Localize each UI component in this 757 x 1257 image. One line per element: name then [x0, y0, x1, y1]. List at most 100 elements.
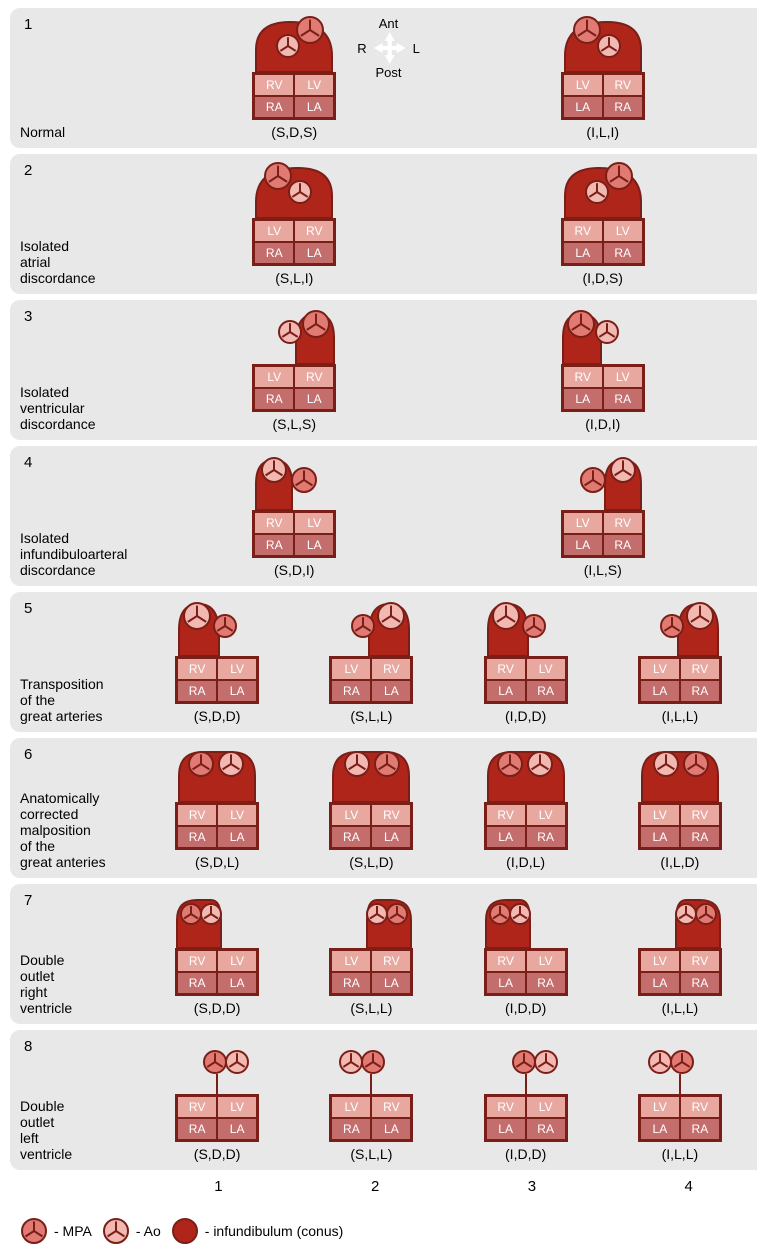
heart-config-cell: RV LV LA RA (I,D,I) [559, 308, 647, 432]
atrium-right-box: LA [371, 826, 411, 848]
segmental-notation: (I,D,S) [559, 270, 647, 286]
chambers: RV LV LA RA [561, 364, 645, 412]
arteries-diagram [250, 16, 338, 72]
ventricle-left-box: RV [486, 1096, 526, 1118]
row-number: 6 [24, 746, 32, 763]
heart-config-cell: RV LV RA LA (S,D,L) [173, 746, 261, 870]
row-title: Isolatedventriculardiscordance [20, 384, 140, 432]
atrium-left-box: LA [563, 242, 603, 264]
chambers: LV RV RA LA [329, 948, 413, 996]
ventricle-right-box: LV [294, 74, 334, 96]
ventricle-right-box: LV [217, 950, 257, 972]
atrium-right-box: LA [294, 96, 334, 118]
segmental-notation: (I,D,I) [559, 416, 647, 432]
atrium-left-box: LA [640, 1118, 680, 1140]
segmental-notation: (S,D,L) [173, 854, 261, 870]
ventricle-right-box: LV [603, 366, 643, 388]
chambers: LV RV RA LA [329, 802, 413, 850]
atrium-right-box: RA [526, 1118, 566, 1140]
arteries-diagram [482, 1038, 570, 1094]
row-title: Doubleoutletleftventricle [20, 1098, 140, 1162]
atrium-right-box: LA [371, 680, 411, 702]
atrium-left-box: RA [254, 242, 294, 264]
arteries-diagram [173, 1038, 261, 1094]
heart-config-cell: LV RV LA RA (I,L,S) [559, 454, 647, 578]
chambers: LV RV RA LA [329, 1094, 413, 1142]
chambers: RV LV RA LA [175, 948, 259, 996]
compass: Ant R L Post [357, 16, 420, 80]
config-row: 1 Ant R L Post Normal [10, 8, 757, 148]
ventricle-left-box: LV [563, 512, 603, 534]
atrium-right-box: RA [680, 680, 720, 702]
segmental-notation: (S,L,L) [327, 1146, 415, 1162]
atrium-left-box: LA [486, 680, 526, 702]
chambers: RV LV LA RA [484, 948, 568, 996]
arteries-diagram [636, 1038, 724, 1094]
chambers: LV RV LA RA [638, 656, 722, 704]
heart-config-cell: LV RV LA RA (I,L,L) [636, 1038, 724, 1162]
atrium-right-box: RA [526, 826, 566, 848]
config-row: 7 Doubleoutletrightventricle RV LV RA LA… [10, 884, 757, 1024]
legend-mpa: - MPA [20, 1217, 92, 1245]
row-number: 1 [24, 16, 32, 33]
config-row: 4 Isolatedinfundibuloarteraldiscordance … [10, 446, 757, 586]
ventricle-left-box: RV [177, 1096, 217, 1118]
ventricle-left-box: LV [331, 950, 371, 972]
ventricle-left-box: LV [254, 220, 294, 242]
legend-conus: - infundibulum (conus) [171, 1217, 344, 1245]
atrium-right-box: RA [603, 388, 643, 410]
compass-l: L [413, 41, 420, 56]
config-row: 3 Isolatedventriculardiscordance LV RV R… [10, 300, 757, 440]
column-number: 1 [214, 1178, 222, 1195]
atrium-left-box: LA [486, 1118, 526, 1140]
ventricle-left-box: RV [177, 950, 217, 972]
chambers: LV RV LA RA [638, 802, 722, 850]
atrium-left-box: RA [177, 680, 217, 702]
chambers: LV RV RA LA [252, 218, 336, 266]
chambers: RV LV RA LA [175, 1094, 259, 1142]
ventricle-right-box: LV [217, 1096, 257, 1118]
atrium-right-box: LA [371, 1118, 411, 1140]
config-row: 6 Anatomicallycorrectedmalpositionof the… [10, 738, 757, 878]
heart-config-cell: RV LV LA RA (I,D,D) [482, 1038, 570, 1162]
ventricle-left-box: LV [640, 950, 680, 972]
arteries-diagram [173, 892, 261, 948]
compass-ant: Ant [357, 16, 420, 31]
heart-config-cell: LV RV RA LA (S,L,L) [327, 1038, 415, 1162]
heart-config-cell: LV RV RA LA (S,L,L) [327, 892, 415, 1016]
atrium-right-box: LA [294, 242, 334, 264]
arteries-diagram [559, 308, 647, 364]
ventricle-right-box: RV [371, 950, 411, 972]
ventricle-right-box: RV [603, 512, 643, 534]
atrium-right-box: LA [294, 534, 334, 556]
ventricle-right-box: LV [526, 1096, 566, 1118]
ventricle-left-box: LV [640, 804, 680, 826]
segmental-notation: (S,D,D) [173, 708, 261, 724]
segmental-notation: (S,D,S) [250, 124, 338, 140]
ventricle-left-box: RV [254, 74, 294, 96]
segmental-notation: (I,L,D) [636, 854, 724, 870]
segmental-notation: (S,D,D) [173, 1146, 261, 1162]
atrium-right-box: LA [217, 972, 257, 994]
column-numbers: 1234 [10, 1176, 757, 1203]
chambers: LV RV RA LA [329, 656, 413, 704]
ventricle-right-box: LV [526, 950, 566, 972]
row-number: 8 [24, 1038, 32, 1055]
segmental-notation: (S,L,D) [327, 854, 415, 870]
segmental-notation: (I,L,L) [636, 708, 724, 724]
chambers: LV RV LA RA [638, 1094, 722, 1142]
chambers: RV LV LA RA [561, 218, 645, 266]
row-number: 7 [24, 892, 32, 909]
segmental-notation: (I,L,L) [636, 1000, 724, 1016]
segmental-notation: (I,D,D) [482, 1000, 570, 1016]
ventricle-right-box: RV [294, 220, 334, 242]
heart-config-cell: RV LV LA RA (I,D,S) [559, 162, 647, 286]
atrium-left-box: RA [177, 1118, 217, 1140]
ventricle-right-box: LV [217, 658, 257, 680]
chambers: RV LV LA RA [484, 656, 568, 704]
chambers: RV LV LA RA [484, 802, 568, 850]
segmental-notation: (S,D,D) [173, 1000, 261, 1016]
chambers: LV RV RA LA [252, 364, 336, 412]
ventricle-left-box: LV [254, 366, 294, 388]
arteries-diagram [636, 746, 724, 802]
